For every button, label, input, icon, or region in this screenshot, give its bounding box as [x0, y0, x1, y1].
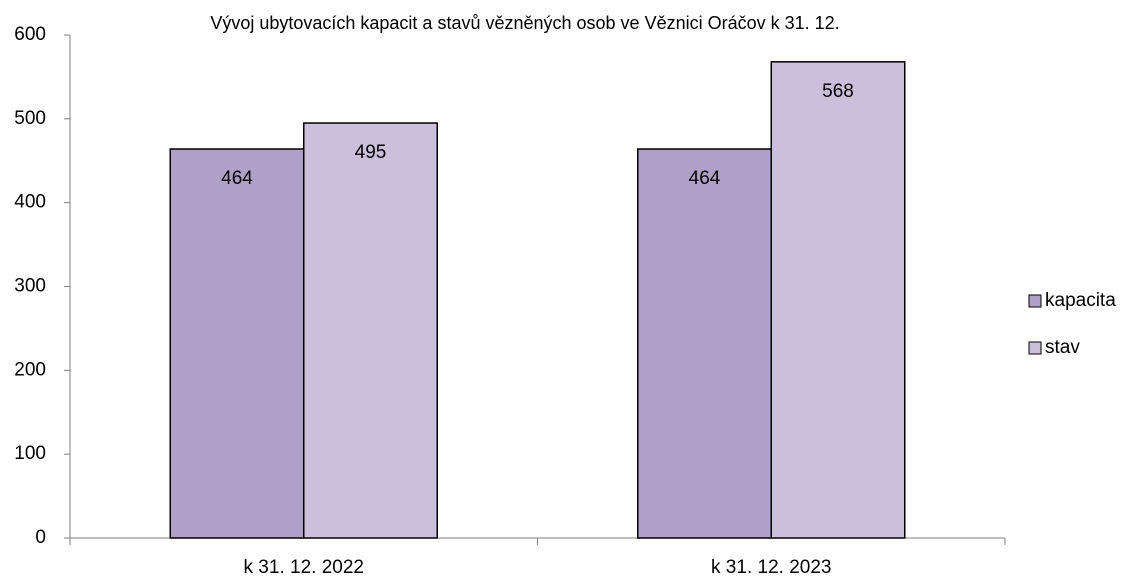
data-label: 495	[355, 142, 387, 163]
y-tick-label: 600	[14, 24, 46, 45]
y-tick-label: 400	[14, 192, 46, 213]
legend-label: stav	[1045, 337, 1080, 358]
bar	[169, 148, 305, 539]
data-label: 568	[822, 81, 854, 102]
legend-swatch	[1028, 294, 1042, 308]
y-tick-label: 500	[14, 108, 46, 129]
data-label: 464	[689, 168, 721, 189]
x-tick-label: k 31. 12. 2022	[244, 557, 364, 578]
y-tick-label: 0	[35, 527, 46, 548]
data-label: 464	[221, 168, 253, 189]
bar	[303, 122, 438, 539]
chart-title: Vývoj ubytovacích kapacit a stavů vězněn…	[210, 13, 839, 33]
legend-label: kapacita	[1045, 290, 1116, 311]
y-tick-label: 200	[14, 359, 46, 380]
y-tick-label: 100	[14, 443, 46, 464]
y-tick-label: 300	[14, 276, 46, 297]
bar	[770, 61, 906, 539]
legend-swatch	[1028, 341, 1042, 355]
x-tick-label: k 31. 12. 2023	[711, 557, 831, 578]
bar	[637, 148, 772, 539]
